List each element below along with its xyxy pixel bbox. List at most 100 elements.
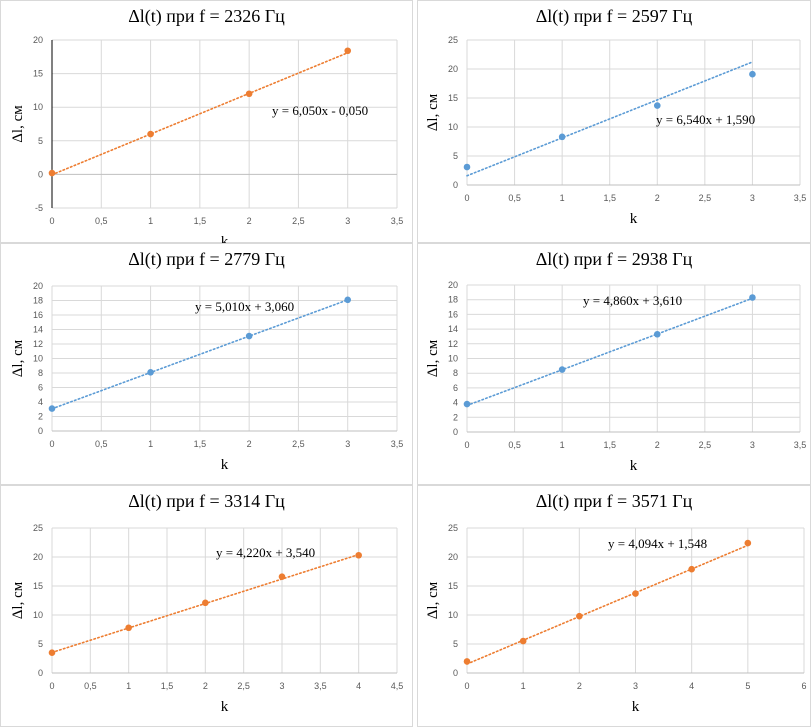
data-point bbox=[653, 102, 661, 109]
chart-panel-2: Δl(t) при f = 2597 Гц 0 0,5 1 1,5 2 2,5 3 3,5 0 5 1… bbox=[417, 0, 811, 243]
data-point bbox=[558, 366, 566, 373]
y-tick-label: -5 bbox=[35, 203, 43, 213]
chart-svg-6: Δl(t) при f = 3571 Гц 0 1 2 3 4 5 6 0 5 10 15 20 25 k Δ… bbox=[417, 485, 811, 727]
data-point bbox=[344, 296, 352, 304]
y-tick-label: 20 bbox=[448, 64, 458, 74]
data-point bbox=[688, 565, 695, 573]
panel-border bbox=[0, 0, 413, 243]
x-tick-label: 0,5 bbox=[84, 681, 97, 691]
x-tick-label: 0,5 bbox=[508, 440, 521, 450]
y-tick-label: 20 bbox=[33, 552, 43, 562]
chart-panel-1: Δl(t) при f = 2326 Гц 0 0,5 1 1,5 2 2,5 3 3,5 -5 0… bbox=[0, 0, 413, 243]
y-tick-label: 6 bbox=[453, 383, 458, 393]
chart-title: Δl(t) при f = 3314 Гц bbox=[128, 491, 285, 512]
y-tick-label: 5 bbox=[38, 639, 43, 649]
trendline-equation: y = 4,860x + 3,610 bbox=[583, 293, 682, 308]
x-tick-label: 1 bbox=[148, 439, 153, 449]
data-point bbox=[147, 368, 154, 376]
y-tick-label: 10 bbox=[33, 102, 43, 112]
y-tick-label: 2 bbox=[453, 412, 458, 422]
y-tick-label: 10 bbox=[448, 354, 458, 364]
x-tick-label: 3,5 bbox=[391, 216, 404, 226]
x-axis-title: k bbox=[630, 211, 638, 227]
y-tick-label: 20 bbox=[33, 35, 43, 45]
trendline bbox=[466, 297, 754, 407]
x-tick-label: 3,5 bbox=[794, 440, 807, 450]
x-tick-label: 1,5 bbox=[194, 216, 207, 226]
x-tick-label: 0 bbox=[464, 440, 469, 450]
x-tick-label: 0 bbox=[49, 216, 54, 226]
x-tick-label: 2 bbox=[247, 439, 252, 449]
chart-title: Δl(t) при f = 3571 Гц bbox=[536, 491, 693, 512]
trendline bbox=[51, 51, 349, 176]
x-tick-label: 2 bbox=[577, 681, 582, 691]
trendline-equation: y = 5,010x + 3,060 bbox=[195, 299, 294, 314]
y-tick-label: 12 bbox=[33, 339, 43, 349]
chart-svg-5: Δl(t) при f = 3314 Гц 0 0,5 1 1,5 2 2,5 3 3,5 4 4,… bbox=[0, 485, 413, 727]
y-axis-title: Δl, см bbox=[425, 339, 441, 377]
x-tick-label: 3 bbox=[750, 440, 755, 450]
data-point bbox=[463, 400, 471, 408]
y-tick-label: 16 bbox=[448, 309, 458, 319]
y-tick-label: 5 bbox=[453, 639, 458, 649]
x-tick-label: 0,5 bbox=[95, 439, 108, 449]
x-tick-label: 2,5 bbox=[237, 681, 250, 691]
x-tick-label: 1 bbox=[148, 216, 153, 226]
x-tick-label: 3 bbox=[750, 193, 755, 203]
x-tick-label: 4 bbox=[689, 681, 694, 691]
chart-panel-5: Δl(t) при f = 3314 Гц 0 0,5 1 1,5 2 2,5 3 3,5 4 4,… bbox=[0, 485, 413, 727]
x-tick-label: 1,5 bbox=[603, 193, 616, 203]
trendline-equation: y = 6,540x + 1,590 bbox=[656, 112, 755, 127]
y-tick-label: 5 bbox=[453, 151, 458, 161]
chart-title: Δl(t) при f = 2779 Гц bbox=[128, 249, 285, 270]
y-tick-label: 14 bbox=[33, 325, 43, 335]
y-tick-label: 10 bbox=[33, 610, 43, 620]
x-tick-label: 1,5 bbox=[603, 440, 616, 450]
data-point bbox=[749, 70, 756, 78]
y-tick-label: 10 bbox=[448, 610, 458, 620]
x-axis-title: k bbox=[630, 458, 638, 474]
data-point bbox=[463, 658, 471, 665]
data-point bbox=[463, 163, 471, 171]
x-tick-label: 2,5 bbox=[699, 193, 712, 203]
x-tick-label: 0,5 bbox=[95, 216, 108, 226]
x-tick-label: 1,5 bbox=[194, 439, 207, 449]
x-tick-label: 0,5 bbox=[508, 193, 521, 203]
x-tick-label: 3 bbox=[345, 439, 350, 449]
x-tick-label: 2 bbox=[247, 216, 252, 226]
y-tick-label: 0 bbox=[38, 426, 43, 436]
y-tick-label: 20 bbox=[448, 280, 458, 290]
x-tick-label: 4 bbox=[356, 681, 361, 691]
x-tick-label: 1 bbox=[560, 193, 565, 203]
chart-panel-4: Δl(t) при f = 2938 Гц 0 0,5 1 1,5 2 2,5 3 3,5 0 2 4… bbox=[417, 243, 811, 485]
chart-title: Δl(t) при f = 2597 Гц bbox=[536, 6, 693, 27]
x-tick-label: 0 bbox=[464, 681, 469, 691]
y-tick-label: 20 bbox=[33, 281, 43, 291]
trendline-equation: y = 6,050x - 0,050 bbox=[272, 103, 368, 118]
x-tick-label: 3,5 bbox=[314, 681, 327, 691]
trendline bbox=[51, 299, 349, 410]
data-point bbox=[344, 47, 352, 55]
y-tick-label: 14 bbox=[448, 324, 458, 334]
data-point bbox=[632, 590, 639, 597]
trendline-equation: y = 4,094x + 1,548 bbox=[608, 536, 707, 551]
panel-border bbox=[417, 485, 811, 727]
chart-svg-3: Δl(t) при f = 2779 Гц 0 0,5 1 1,5 2 2,5 3 3,5 0 2 4… bbox=[0, 243, 413, 485]
x-tick-label: 3 bbox=[345, 216, 350, 226]
x-tick-label: 2,5 bbox=[292, 439, 305, 449]
data-point bbox=[245, 90, 253, 98]
x-axis-title: k bbox=[221, 457, 229, 473]
y-tick-label: 0 bbox=[453, 668, 458, 678]
y-tick-label: 15 bbox=[33, 69, 43, 79]
data-point bbox=[125, 624, 132, 632]
x-tick-label: 1 bbox=[560, 440, 565, 450]
data-point bbox=[744, 539, 752, 547]
y-tick-label: 0 bbox=[38, 169, 43, 179]
x-tick-label: 3,5 bbox=[391, 439, 404, 449]
x-tick-label: 2,5 bbox=[292, 216, 305, 226]
x-tick-label: 1 bbox=[521, 681, 526, 691]
chart-title: Δl(t) при f = 2938 Гц bbox=[536, 249, 693, 270]
x-tick-label: 6 bbox=[801, 681, 806, 691]
trendline bbox=[466, 61, 754, 177]
